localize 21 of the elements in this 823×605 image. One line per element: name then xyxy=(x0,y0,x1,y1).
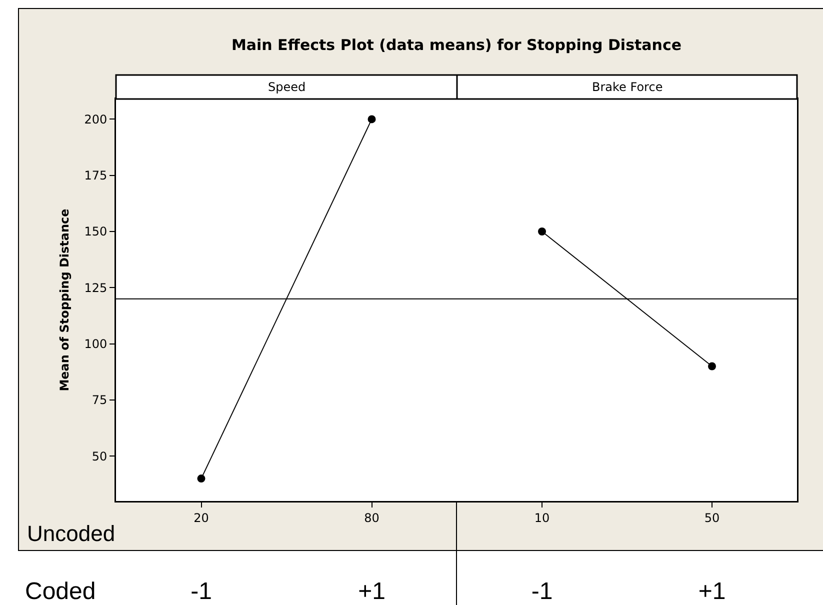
y-tick-label: 200 xyxy=(84,112,108,126)
text: +1 xyxy=(358,578,386,605)
y-tick-label: 175 xyxy=(84,168,108,183)
x-tick-label: 20 xyxy=(194,510,209,525)
chart-subtitle: Speed xyxy=(268,80,306,94)
text: -1 xyxy=(190,578,212,605)
chart-subtitle: Brake Force xyxy=(592,80,663,94)
x-tick-label: 50 xyxy=(704,510,720,525)
text: Uncoded xyxy=(27,521,116,546)
chart-title: Main Effects Plot (data means) for Stopping Distance xyxy=(230,36,683,54)
x-tick-label: 80 xyxy=(364,510,380,525)
y-tick-label: 75 xyxy=(92,393,108,408)
y-tick-label: 50 xyxy=(92,449,108,464)
y-tick-label: 125 xyxy=(84,280,108,295)
text: +1 xyxy=(698,578,726,605)
y-tick-label: 150 xyxy=(84,224,108,239)
y-tick-label: 100 xyxy=(84,336,108,351)
x-tick-label: 10 xyxy=(534,510,550,525)
y-axis-title: Mean of Stopping Distance xyxy=(58,208,72,392)
text: -1 xyxy=(531,578,553,605)
text: Coded xyxy=(25,578,96,605)
